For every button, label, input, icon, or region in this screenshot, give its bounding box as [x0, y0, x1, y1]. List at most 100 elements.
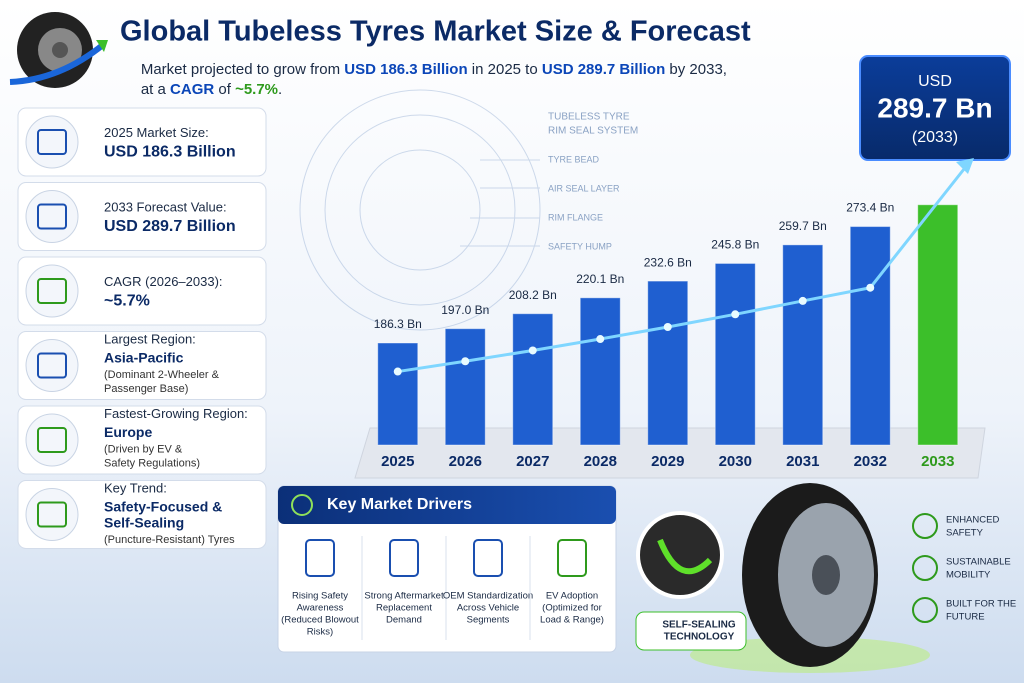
x-tick-label: 2033 [921, 453, 954, 470]
value-label: 197.0 Bn [441, 303, 489, 317]
diagram-title: TUBELESS TYRE [548, 112, 630, 123]
x-tick-label: 2029 [651, 453, 684, 470]
card-icon [25, 264, 79, 318]
feature-text: FUTURE [946, 612, 985, 623]
trend-dot [393, 367, 402, 376]
card-note: (Driven by EV & [104, 443, 183, 455]
subtitle-line: Market projected to grow from USD 186.3 … [120, 61, 739, 78]
bar [917, 204, 959, 446]
card-icon-glyph [37, 501, 67, 528]
driver-icon [473, 539, 503, 577]
x-tick-label: 2030 [719, 453, 752, 470]
feature-text: SAFETY [946, 528, 984, 539]
x-tick-label: 2031 [786, 453, 819, 470]
driver-text: Awareness [297, 603, 344, 614]
card-note: (Dominant 2-Wheeler & [104, 369, 220, 381]
driver-text: Across Vehicle [457, 603, 519, 614]
card [17, 107, 267, 177]
card-label: Largest Region: [104, 331, 196, 346]
bar [714, 262, 756, 446]
feature-icon [912, 555, 938, 581]
subtitle-part: by 2033, [665, 61, 727, 78]
logo [9, 12, 108, 88]
driver-text: Replacement [376, 603, 432, 614]
x-tick-label: 2027 [516, 453, 549, 470]
card-icon [25, 115, 79, 169]
feature-text: MOBILITY [946, 570, 991, 581]
subtitle-highlight: USD 289.7 Billion [542, 61, 665, 78]
driver-icon [389, 539, 419, 577]
card-label: 2025 Market Size: [104, 125, 209, 140]
driver-text: (Reduced Blowout [281, 615, 359, 626]
card-note: Safety Regulations) [104, 457, 200, 469]
trend-dot [596, 335, 605, 344]
drivers-header [278, 486, 616, 524]
tyre-illustration [635, 483, 930, 673]
driver-text: Risks) [307, 627, 333, 638]
card-icon [25, 488, 79, 541]
rim-diagram [299, 89, 541, 331]
bar [647, 280, 689, 446]
value-label: 273.4 Bn [846, 201, 894, 215]
driver-icon [557, 539, 587, 577]
subtitle-part: of [214, 81, 235, 98]
bar [579, 297, 621, 446]
feature-text: BUILT FOR THE [946, 599, 1016, 610]
subtitle-part: Market projected to grow from [141, 61, 344, 78]
trend-dot [866, 283, 875, 292]
trend-dot [663, 322, 672, 331]
x-tick-label: 2028 [584, 453, 617, 470]
card-icon-glyph [37, 129, 67, 155]
drivers-title: Key Market Drivers [327, 496, 472, 513]
card [17, 182, 267, 251]
feature-icon [912, 513, 938, 539]
card-value: Europe [104, 424, 152, 440]
diagram-label: RIM FLANGE [548, 212, 603, 222]
bar [782, 244, 824, 446]
card [17, 331, 267, 400]
chart-platform [354, 427, 986, 479]
card-label: CAGR (2026–2033): [104, 274, 223, 289]
card-value: USD 289.7 Billion [104, 218, 236, 235]
driver-text: Strong Aftermarket [364, 591, 444, 602]
driver-text: Load & Range) [540, 615, 604, 626]
bar [377, 342, 419, 446]
diagram-label: AIR SEAL LAYER [548, 183, 620, 193]
card-icon-glyph [37, 203, 67, 230]
feature-text: ENHANCED [946, 515, 999, 526]
value-label: 245.8 Bn [711, 238, 759, 252]
diagram-label: SAFETY HUMP [548, 241, 612, 251]
subtitle-highlight: CAGR [170, 81, 214, 98]
feature-text: SUSTAINABLE [946, 557, 1011, 568]
callout-value: 289.7 Bn [877, 92, 992, 123]
card-label: 2033 Forecast Value: [104, 199, 227, 214]
callout-box [859, 55, 1011, 161]
driver-text: (Optimized for [542, 603, 602, 614]
driver-text: Demand [386, 615, 422, 626]
card-value: Self-Sealing [104, 515, 184, 531]
bar [444, 328, 486, 446]
badge-text: SELF-SEALING [662, 620, 736, 631]
callout-suffix: (2033) [912, 129, 958, 146]
value-label: 208.2 Bn [509, 288, 557, 302]
card-value: ~5.7% [104, 293, 150, 310]
trend-dot [528, 346, 537, 355]
subtitle-highlight: ~5.7% [235, 81, 278, 98]
diagram-title: RIM SEAL SYSTEM [548, 126, 638, 137]
trend-dot [731, 310, 740, 319]
card-note: (Puncture-Resistant) Tyres [104, 534, 235, 546]
card-icon [25, 339, 79, 392]
value-label: 259.7 Bn [779, 219, 827, 233]
trend-arrow [956, 158, 974, 174]
bar [512, 313, 554, 446]
subtitle-part: in 2025 to [468, 61, 542, 78]
card-icon [25, 190, 79, 243]
card-icon-glyph [37, 352, 67, 379]
card-icon-glyph [37, 427, 67, 453]
card [17, 405, 267, 475]
x-tick-label: 2026 [449, 453, 482, 470]
callout-prefix: USD [918, 73, 952, 90]
driver-text: Rising Safety [292, 591, 348, 602]
